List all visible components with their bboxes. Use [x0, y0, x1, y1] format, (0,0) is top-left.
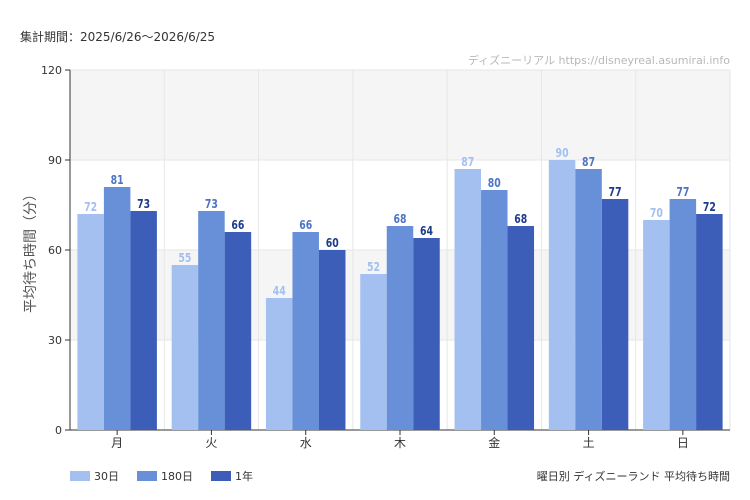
x-tick-label: 土 — [583, 436, 595, 450]
bar — [696, 214, 723, 430]
y-tick-label: 90 — [48, 154, 62, 167]
bar — [454, 169, 482, 430]
plot-band — [70, 70, 730, 160]
bar — [360, 274, 387, 430]
bar-value-label: 73 — [137, 197, 150, 211]
x-tick-label: 日 — [677, 436, 689, 450]
watermark-text: ディズニーリアル https://disneyreal.asumirai.inf… — [467, 54, 730, 67]
bar — [386, 226, 414, 430]
legend-item[interactable]: 180日 — [137, 468, 193, 484]
bar-value-label: 68 — [514, 212, 527, 226]
bar-value-label: 64 — [420, 224, 433, 238]
bar — [77, 214, 104, 430]
bar — [292, 232, 319, 430]
bar-value-label: 87 — [461, 155, 474, 169]
legend-label: 30日 — [94, 470, 119, 483]
legend-label: 180日 — [161, 470, 193, 483]
bar-value-label: 60 — [326, 236, 339, 250]
y-tick-label: 120 — [41, 64, 62, 77]
legend-swatch — [137, 471, 157, 481]
legend-swatch — [211, 471, 231, 481]
bar — [413, 238, 440, 430]
legend: 30日 180日 1年 — [70, 468, 253, 484]
bar — [575, 169, 602, 430]
bar — [171, 265, 199, 430]
period-text: 集計期間：2025/6/26〜2026/6/25 — [20, 30, 216, 44]
bar — [198, 211, 225, 430]
bar-value-label: 68 — [393, 212, 406, 226]
y-tick-label: 60 — [48, 244, 62, 257]
x-tick-label: 月 — [111, 436, 123, 450]
x-tick-label: 木 — [394, 436, 406, 450]
bar-value-label: 73 — [205, 197, 218, 211]
bar-value-label: 77 — [676, 185, 689, 199]
legend-item[interactable]: 30日 — [70, 468, 119, 484]
bar — [548, 160, 576, 430]
bar — [318, 250, 346, 430]
bar-value-label: 66 — [299, 218, 312, 232]
x-tick-label: 水 — [300, 436, 312, 450]
x-tick-label: 金 — [488, 435, 500, 450]
bar-value-label: 44 — [273, 284, 286, 298]
bar-value-label: 55 — [178, 251, 191, 265]
bar — [643, 220, 670, 430]
legend-item[interactable]: 1年 — [211, 468, 253, 484]
bar-value-label: 80 — [488, 176, 501, 190]
bar — [130, 211, 157, 430]
chart-caption: 曜日別 ディズニーランド 平均待ち時間 — [536, 470, 730, 483]
bar-value-label: 70 — [650, 206, 663, 220]
bar — [103, 187, 131, 430]
bar-value-label: 66 — [231, 218, 244, 232]
bar-value-label: 72 — [84, 200, 97, 214]
bar-value-label: 90 — [556, 146, 569, 160]
y-tick-label: 0 — [55, 424, 62, 437]
legend-label: 1年 — [235, 470, 253, 483]
bar-value-label: 52 — [367, 260, 380, 274]
legend-swatch — [70, 471, 90, 481]
bar-value-label: 72 — [703, 200, 716, 214]
bar-value-label: 77 — [609, 185, 622, 199]
y-tick-label: 30 — [48, 334, 62, 347]
bar — [601, 199, 629, 430]
bar — [481, 190, 508, 430]
bar-value-label: 87 — [582, 155, 595, 169]
bar — [224, 232, 252, 430]
bar-value-label: 81 — [111, 173, 124, 187]
x-tick-label: 火 — [205, 436, 217, 450]
bar — [669, 199, 697, 430]
bar — [265, 298, 293, 430]
bar — [507, 226, 535, 430]
